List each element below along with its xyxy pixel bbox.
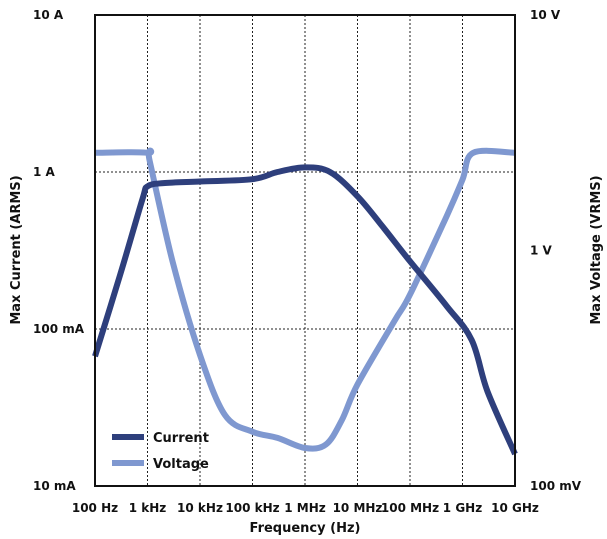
legend-label-current: Current xyxy=(153,431,209,446)
x-axis-title: Frequency (Hz) xyxy=(250,521,361,536)
grid-layer xyxy=(95,15,515,486)
y-right-tick-label: 1 V xyxy=(530,244,553,258)
y-left-tick-label: 100 mA xyxy=(33,322,85,336)
legend: Current Voltage xyxy=(112,431,209,472)
y-left-tick-label: 10 mA xyxy=(33,479,76,493)
series-line-current xyxy=(92,164,518,456)
y-axis-left-title: Max Current (ARMS) xyxy=(9,175,24,324)
y-left-tick-label: 10 A xyxy=(33,8,64,22)
y-right-tick-label: 100 mV xyxy=(530,479,582,493)
x-tick-label: 1 kHz xyxy=(129,501,167,515)
x-tick-label: 10 kHz xyxy=(177,501,223,515)
y-left-tick-label: 1 A xyxy=(33,165,56,179)
x-tick-label: 100 Hz xyxy=(72,501,118,515)
x-tick-label: 1 GHz xyxy=(443,501,482,515)
series-layer xyxy=(92,147,518,456)
x-tick-label: 10 MHz xyxy=(333,501,383,515)
x-tick-label: 1 MHz xyxy=(284,501,326,515)
plot-frame xyxy=(94,14,516,487)
series-line-voltage xyxy=(94,147,516,452)
x-tick-label: 100 kHz xyxy=(225,501,279,515)
x-tick-label: 10 GHz xyxy=(491,501,539,515)
legend-label-voltage: Voltage xyxy=(153,457,209,472)
x-tick-label: 100 MHz xyxy=(381,501,439,515)
y-right-tick-label: 10 V xyxy=(530,8,561,22)
y-axis-right-title: Max Voltage (VRMS) xyxy=(589,175,604,324)
